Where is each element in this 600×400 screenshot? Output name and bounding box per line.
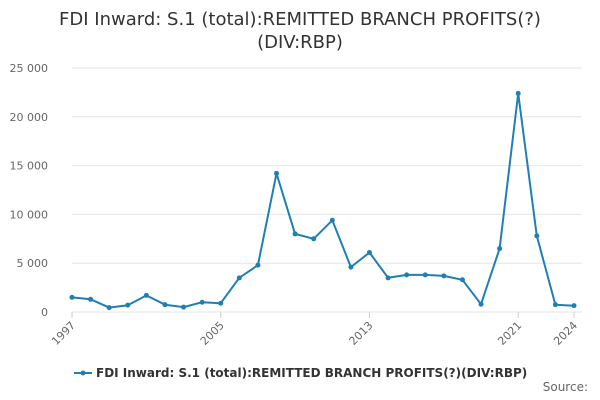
data-point[interactable] [88,296,94,302]
data-point[interactable] [218,300,224,306]
data-point[interactable] [181,304,187,310]
axes: 0 5 000 10 000 15 000 20 000 25 000 1997 2005 20… [10,62,581,348]
data-point[interactable] [106,305,112,311]
data-point[interactable] [348,264,354,270]
legend[interactable]: FDI Inward: S.1 (total):REMITTED BRANCH … [74,366,527,380]
x-tick-label: 1997 [49,319,78,348]
data-point[interactable] [478,301,484,307]
data-point[interactable] [236,275,242,281]
x-tick-label: 2013 [347,319,376,348]
data-point[interactable] [162,302,168,308]
data-point[interactable] [571,303,577,309]
y-tick-label: 15 000 [10,160,49,173]
y-tick-label: 5 000 [17,257,49,270]
chart-title: FDI Inward: S.1 (total):REMITTED BRANCH … [59,9,541,53]
data-point[interactable] [515,90,521,96]
x-tick-label: 2024 [551,319,580,348]
data-point[interactable] [292,231,298,237]
legend-swatch [74,370,92,376]
data-point[interactable] [441,273,447,279]
y-tick-label: 25 000 [10,62,49,75]
data-point[interactable] [552,302,558,308]
x-tick-label: 2021 [495,319,524,348]
x-tick-label: 2005 [198,319,227,348]
data-point[interactable] [459,277,465,283]
legend-label: FDI Inward: S.1 (total):REMITTED BRANCH … [96,366,528,380]
data-point[interactable] [143,292,149,298]
data-point[interactable] [69,294,75,300]
source-credit[interactable]: Source: [542,380,588,394]
series-layer [69,90,577,311]
data-point[interactable] [274,170,280,176]
grid-lines [72,67,582,313]
y-tick-label: 0 [41,306,48,319]
data-point[interactable] [311,236,317,242]
data-point[interactable] [199,299,205,305]
y-tick-label: 20 000 [10,111,49,124]
data-point[interactable] [497,246,503,252]
data-point[interactable] [329,217,335,223]
series-line[interactable] [71,92,575,309]
data-point[interactable] [534,233,540,239]
data-point[interactable] [125,302,131,308]
data-point[interactable] [366,249,372,255]
y-tick-label: 10 000 [10,208,49,221]
data-point[interactable] [255,262,261,268]
data-point[interactable] [404,272,410,278]
data-point[interactable] [385,275,391,281]
data-point[interactable] [422,272,428,278]
